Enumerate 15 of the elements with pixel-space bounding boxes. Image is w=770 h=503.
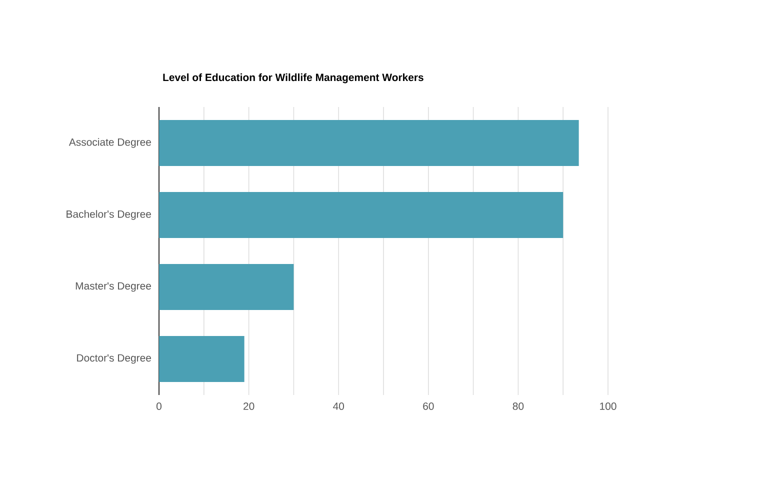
x-tick-label: 40 [333,402,344,410]
bar [159,192,564,238]
x-tick-label: 100 [600,402,616,410]
x-tick-label: 60 [423,402,434,410]
y-tick-label: Doctor's Degree [77,354,151,364]
x-tick-label: 20 [244,402,254,410]
y-tick-label: Associate Degree [68,138,151,148]
y-tick-label: Master's Degree [76,282,151,292]
chart-title: Level of Education for Wildlife Management Workers [163,73,424,84]
bar [159,336,244,382]
x-tick-label: 0 [156,402,162,410]
bar [159,264,294,310]
y-tick-label: Bachelor's Degree [66,210,151,220]
x-tick-label: 80 [512,402,524,410]
bar [159,120,579,166]
